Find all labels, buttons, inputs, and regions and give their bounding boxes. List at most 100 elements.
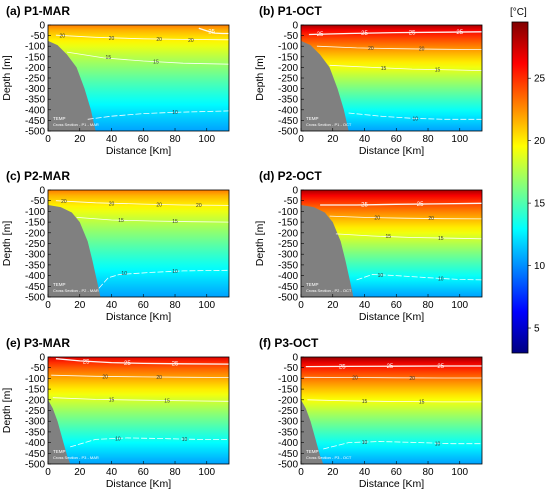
y-axis-label: Depth [m] xyxy=(1,221,13,267)
y-tick-label: -50 xyxy=(284,196,299,207)
x-tick-label: 80 xyxy=(169,467,181,478)
x-tick-label: 20 xyxy=(327,134,339,145)
x-tick-label: 100 xyxy=(451,300,468,311)
contour-label: 25 xyxy=(387,364,394,370)
panel-title: (f) P3-OCT xyxy=(259,336,319,350)
contour-label: 20 xyxy=(428,216,434,222)
contour-label: 20 xyxy=(196,203,202,209)
panel-title: (d) P2-OCT xyxy=(259,169,322,183)
y-tick-label: -400 xyxy=(278,271,298,282)
y-tick-label: -50 xyxy=(284,31,299,42)
panel-annotation: Cross Section - P3 - OCT xyxy=(306,455,352,460)
contour-label: 10 xyxy=(435,441,441,447)
panel-annotation: TEMP xyxy=(306,116,319,121)
y-tick-label: -400 xyxy=(25,271,45,282)
contour-15 xyxy=(335,233,483,240)
contour-label: 20 xyxy=(60,34,66,40)
x-tick-label: 0 xyxy=(45,467,51,478)
panel-title: (c) P2-MAR xyxy=(6,169,70,183)
contour-25 xyxy=(198,27,229,35)
seabed-shape xyxy=(301,190,354,297)
x-tick-label: 20 xyxy=(327,300,339,311)
x-axis-label: Distance [Km] xyxy=(106,311,171,323)
contour-label: 15 xyxy=(172,219,178,225)
y-tick-label: -250 xyxy=(25,74,45,85)
panel-annotation: Cross Section - P2 - MAR xyxy=(53,288,99,293)
contour-label: 25 xyxy=(361,31,368,37)
contour-10 xyxy=(356,274,483,281)
contour-label: 15 xyxy=(381,66,387,72)
temperature-field xyxy=(301,357,482,464)
y-tick-label: -400 xyxy=(25,438,45,449)
y-tick-label: -450 xyxy=(278,449,298,460)
contour-10 xyxy=(348,112,482,120)
contour-10 xyxy=(87,110,230,120)
y-tick-label: -200 xyxy=(25,63,45,74)
contour-label: 20 xyxy=(109,36,115,42)
contour-label: 25 xyxy=(172,362,179,368)
y-tick-label: -200 xyxy=(25,228,45,239)
x-tick-label: 100 xyxy=(198,467,215,478)
y-tick-label: -250 xyxy=(278,239,298,250)
x-tick-label: 20 xyxy=(74,134,86,145)
contour-15 xyxy=(76,217,230,223)
y-tick-label: -350 xyxy=(278,427,298,438)
contour-label: 25 xyxy=(339,364,346,370)
y-tick-label: -150 xyxy=(278,52,298,63)
y-tick-label: -400 xyxy=(25,105,45,116)
contour-20 xyxy=(55,200,230,206)
x-tick-label: 80 xyxy=(422,467,434,478)
y-tick-label: -400 xyxy=(278,438,298,449)
y-axis-label: Depth [m] xyxy=(1,55,13,101)
x-tick-label: 80 xyxy=(169,134,181,145)
y-tick-label: -100 xyxy=(278,374,298,385)
contour-label: 25 xyxy=(456,30,463,36)
contour-label: 20 xyxy=(156,375,162,381)
x-tick-label: 40 xyxy=(106,134,118,145)
contour-label: 25 xyxy=(208,29,215,35)
contour-label: 10 xyxy=(172,110,178,116)
contour-label: 25 xyxy=(317,32,324,38)
y-tick-label: -150 xyxy=(278,385,298,396)
contour-label: 20 xyxy=(374,215,380,221)
x-tick-label: 80 xyxy=(422,300,434,311)
contour-label: 10 xyxy=(182,437,188,443)
panel-annotation: Cross Section - P3 - MAR xyxy=(53,455,99,460)
colorbar-gradient xyxy=(511,21,529,354)
contour-25 xyxy=(55,358,230,365)
x-tick-label: 0 xyxy=(298,300,304,311)
y-tick-label: -150 xyxy=(25,385,45,396)
y-tick-label: -350 xyxy=(278,260,298,271)
y-tick-label: -150 xyxy=(278,218,298,229)
colorbar-unit-label: [°C] xyxy=(510,7,527,18)
contour-20 xyxy=(304,376,482,379)
contour-label: 20 xyxy=(102,374,108,380)
y-tick-label: -350 xyxy=(25,95,45,106)
y-tick-label: -300 xyxy=(278,84,298,95)
x-axis-label: Distance [Km] xyxy=(359,478,424,490)
contour-label: 15 xyxy=(419,400,425,406)
panel-annotation: TEMP xyxy=(53,282,66,287)
y-tick-label: -300 xyxy=(25,250,45,261)
y-tick-label: -150 xyxy=(25,218,45,229)
contour-10 xyxy=(98,269,230,289)
y-tick-label: -250 xyxy=(25,406,45,417)
x-tick-label: 40 xyxy=(359,467,371,478)
y-tick-label: -500 xyxy=(278,293,298,304)
contour-label: 15 xyxy=(362,399,368,405)
temperature-field xyxy=(48,357,229,464)
panel-annotation: Cross Section - P2 - OCT xyxy=(306,288,352,293)
y-tick-label: -300 xyxy=(25,84,45,95)
colorbar-tick-label: 10 xyxy=(534,261,546,272)
y-tick-label: -150 xyxy=(25,52,45,63)
panel-annotation: TEMP xyxy=(306,449,319,454)
x-tick-label: 0 xyxy=(298,467,304,478)
contour-label: 25 xyxy=(409,30,416,36)
y-tick-label: -50 xyxy=(31,363,46,374)
panel-title: (b) P1-OCT xyxy=(259,4,322,18)
